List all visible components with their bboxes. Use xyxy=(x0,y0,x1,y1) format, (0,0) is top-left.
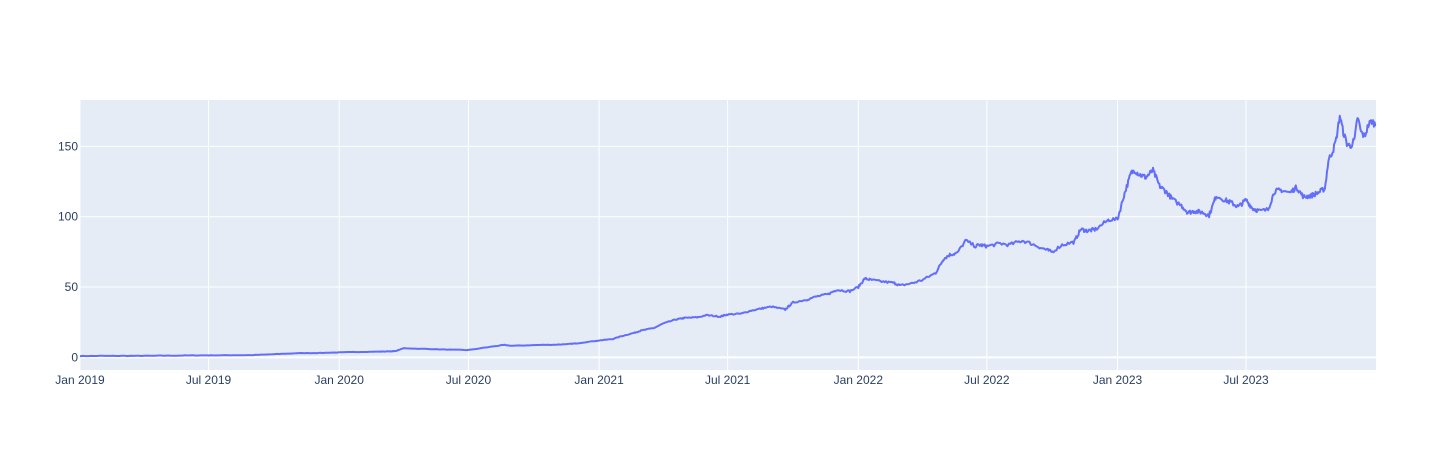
y-tick-label: 0 xyxy=(71,350,78,364)
y-axis-ticks: 0 50 100 150 xyxy=(58,139,78,364)
x-axis-ticks: Jan 2019 Jul 2019 Jan 2020 Jul 2020 Jan 2021… xyxy=(55,373,1269,387)
x-tick-label: Jan 2020 xyxy=(315,373,365,387)
y-tick-label: 100 xyxy=(58,210,78,224)
y-tick-label: 50 xyxy=(65,280,79,294)
y-tick-label: 150 xyxy=(58,139,78,153)
x-tick-label: Jan 2022 xyxy=(834,373,884,387)
x-tick-label: Jul 2019 xyxy=(186,373,232,387)
x-tick-label: Jan 2023 xyxy=(1093,373,1143,387)
x-tick-label: Jul 2021 xyxy=(705,373,751,387)
x-tick-label: Jan 2019 xyxy=(55,373,105,387)
x-tick-label: Jan 2021 xyxy=(574,373,624,387)
x-tick-label: Jul 2023 xyxy=(1223,373,1269,387)
x-tick-label: Jul 2020 xyxy=(446,373,492,387)
x-tick-label: Jul 2022 xyxy=(964,373,1010,387)
